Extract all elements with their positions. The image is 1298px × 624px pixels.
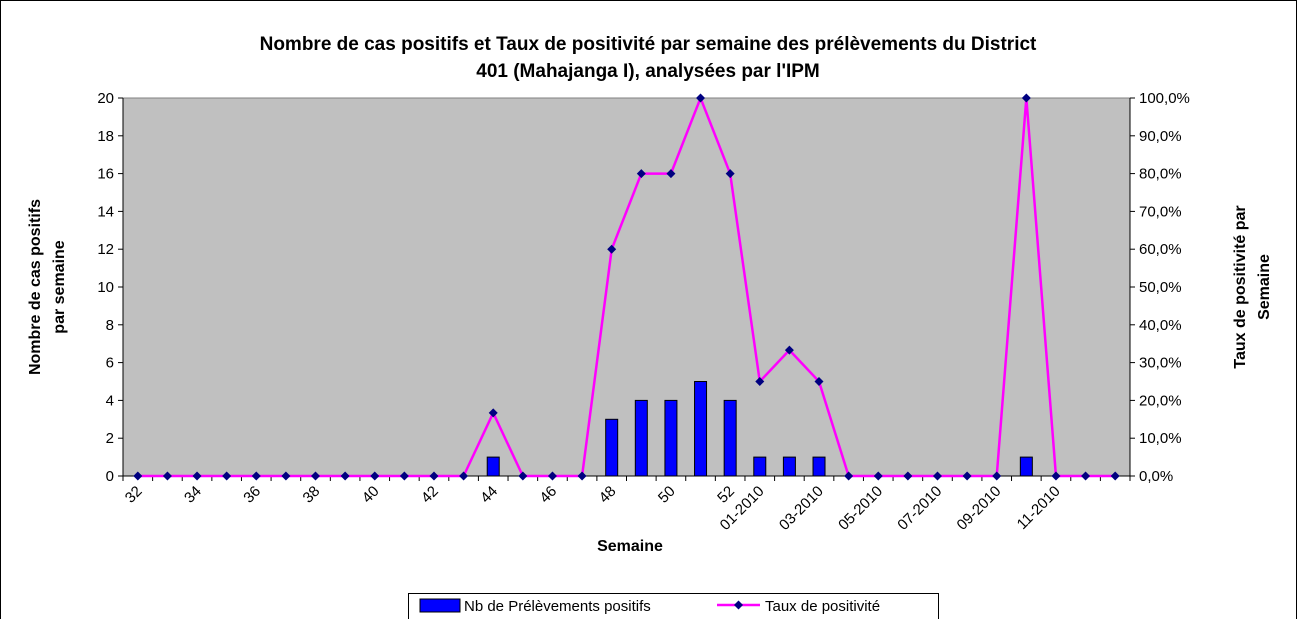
line xyxy=(137,94,1116,478)
legend-swatch xyxy=(734,600,743,610)
line-marker xyxy=(873,471,883,481)
line-marker xyxy=(636,169,646,179)
bar xyxy=(1019,456,1033,477)
line-marker xyxy=(429,471,439,481)
y-tick-label: 20 xyxy=(97,90,114,107)
line-marker xyxy=(725,169,735,179)
bar xyxy=(605,418,619,477)
bar xyxy=(664,399,678,477)
legend-label: Nb de Prélèvements positifs xyxy=(464,598,651,615)
line-marker xyxy=(399,471,409,481)
y-tick-label: 14 xyxy=(97,203,114,220)
y-axis-label-line: Nombre de cas positifs xyxy=(27,199,44,375)
line-marker xyxy=(962,471,972,481)
bar xyxy=(723,399,737,477)
line-marker xyxy=(755,377,765,386)
line-marker xyxy=(281,471,291,481)
line-marker xyxy=(340,471,350,481)
legend-swatch xyxy=(419,598,461,613)
line-marker xyxy=(1051,471,1061,481)
line-marker xyxy=(903,471,913,481)
y-tick-label: 16 xyxy=(97,166,114,183)
y2-tick-label: 100,0% xyxy=(1139,90,1190,107)
y2-axis-label: Taux de positivité par Semaine xyxy=(1232,205,1273,368)
line-marker xyxy=(488,408,498,418)
line-marker xyxy=(459,471,469,481)
y2-tick-label: 90,0% xyxy=(1139,128,1182,145)
y-tick-label: 0 xyxy=(106,468,114,485)
line-marker xyxy=(370,471,380,481)
y2-tick-label: 20,0% xyxy=(1139,392,1182,409)
chart-title: 401 (Mahajanga I), analysées par l'IPM xyxy=(476,61,820,82)
line-marker xyxy=(1021,93,1031,103)
y2-axis-label-line: Semaine xyxy=(1256,254,1273,320)
line-marker xyxy=(1081,471,1091,481)
bar xyxy=(486,456,500,477)
y2-tick-label: 40,0% xyxy=(1139,317,1182,334)
line-marker xyxy=(844,471,854,481)
bar xyxy=(753,456,767,477)
y-axis-label-line: par semaine xyxy=(51,240,68,333)
line-marker xyxy=(518,471,528,481)
line-marker xyxy=(547,471,557,481)
line-marker xyxy=(696,93,706,103)
bar xyxy=(782,456,796,477)
y2-tick-label: 70,0% xyxy=(1139,203,1182,220)
line-marker xyxy=(251,471,261,481)
y-tick-label: 4 xyxy=(106,392,114,409)
bar xyxy=(634,399,648,477)
y2-tick-label: 30,0% xyxy=(1139,355,1182,372)
y2-tick-label: 60,0% xyxy=(1139,241,1182,258)
line-marker xyxy=(932,471,942,481)
y2-axis-label-line: Taux de positivité par xyxy=(1232,205,1249,368)
legend-label: Taux de positivité xyxy=(765,598,880,615)
line-marker xyxy=(133,471,143,481)
y-tick-label: 2 xyxy=(106,430,114,447)
y2-tick-label: 10,0% xyxy=(1139,430,1182,447)
chart-title: Nombre de cas positifs et Taux de positi… xyxy=(260,34,1037,55)
line-marker xyxy=(192,471,202,481)
line-marker xyxy=(607,244,617,254)
bar xyxy=(694,381,708,477)
y2-tick-label: 50,0% xyxy=(1139,279,1182,296)
bar xyxy=(812,456,826,477)
x-axis-label: Semaine xyxy=(597,538,663,555)
y-tick-label: 8 xyxy=(106,317,114,334)
line-marker xyxy=(992,471,1002,481)
plot-area xyxy=(122,97,1131,477)
line-marker xyxy=(784,345,794,355)
line-marker xyxy=(666,169,676,179)
line-marker xyxy=(162,471,172,481)
line-marker xyxy=(577,471,587,481)
line-marker xyxy=(311,471,321,481)
y2-tick-label: 80,0% xyxy=(1139,166,1182,183)
line-marker xyxy=(814,377,824,386)
y-tick-label: 10 xyxy=(97,279,114,296)
line-marker xyxy=(222,471,232,481)
y2-tick-label: 0,0% xyxy=(1139,468,1173,485)
legend: Nb de Prélèvements positifs Taux de posit… xyxy=(408,593,939,624)
y-axis-label: Nombre de cas positifs par semaine xyxy=(27,199,68,375)
line-marker xyxy=(1110,471,1120,481)
y-tick-label: 12 xyxy=(97,241,114,258)
y-tick-label: 6 xyxy=(106,355,114,372)
y-tick-label: 18 xyxy=(97,128,114,145)
